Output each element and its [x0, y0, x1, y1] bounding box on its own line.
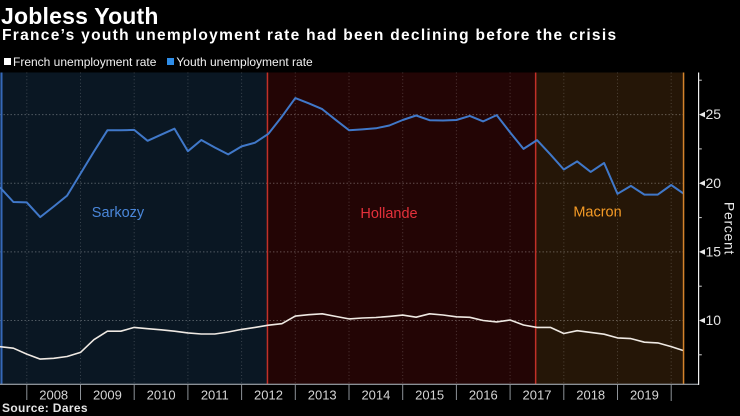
- svg-text:Sarkozy: Sarkozy: [92, 205, 145, 221]
- svg-text:2015: 2015: [415, 388, 444, 403]
- svg-text:Percent: Percent: [722, 202, 738, 255]
- svg-text:2013: 2013: [308, 388, 337, 403]
- svg-text:10: 10: [706, 312, 722, 328]
- svg-text:2009: 2009: [93, 388, 122, 403]
- svg-text:2017: 2017: [523, 388, 552, 403]
- svg-text:2018: 2018: [576, 388, 605, 403]
- svg-text:Macron: Macron: [573, 205, 621, 221]
- svg-text:20: 20: [706, 175, 722, 191]
- svg-text:15: 15: [706, 244, 722, 260]
- svg-text:2012: 2012: [254, 388, 283, 403]
- svg-text:2019: 2019: [630, 388, 659, 403]
- svg-text:2010: 2010: [147, 388, 176, 403]
- svg-text:2014: 2014: [361, 388, 390, 403]
- svg-text:2011: 2011: [201, 388, 229, 403]
- svg-text:Hollande: Hollande: [360, 206, 417, 222]
- svg-text:2016: 2016: [469, 388, 498, 403]
- svg-text:25: 25: [706, 106, 722, 122]
- svg-text:2008: 2008: [39, 388, 68, 403]
